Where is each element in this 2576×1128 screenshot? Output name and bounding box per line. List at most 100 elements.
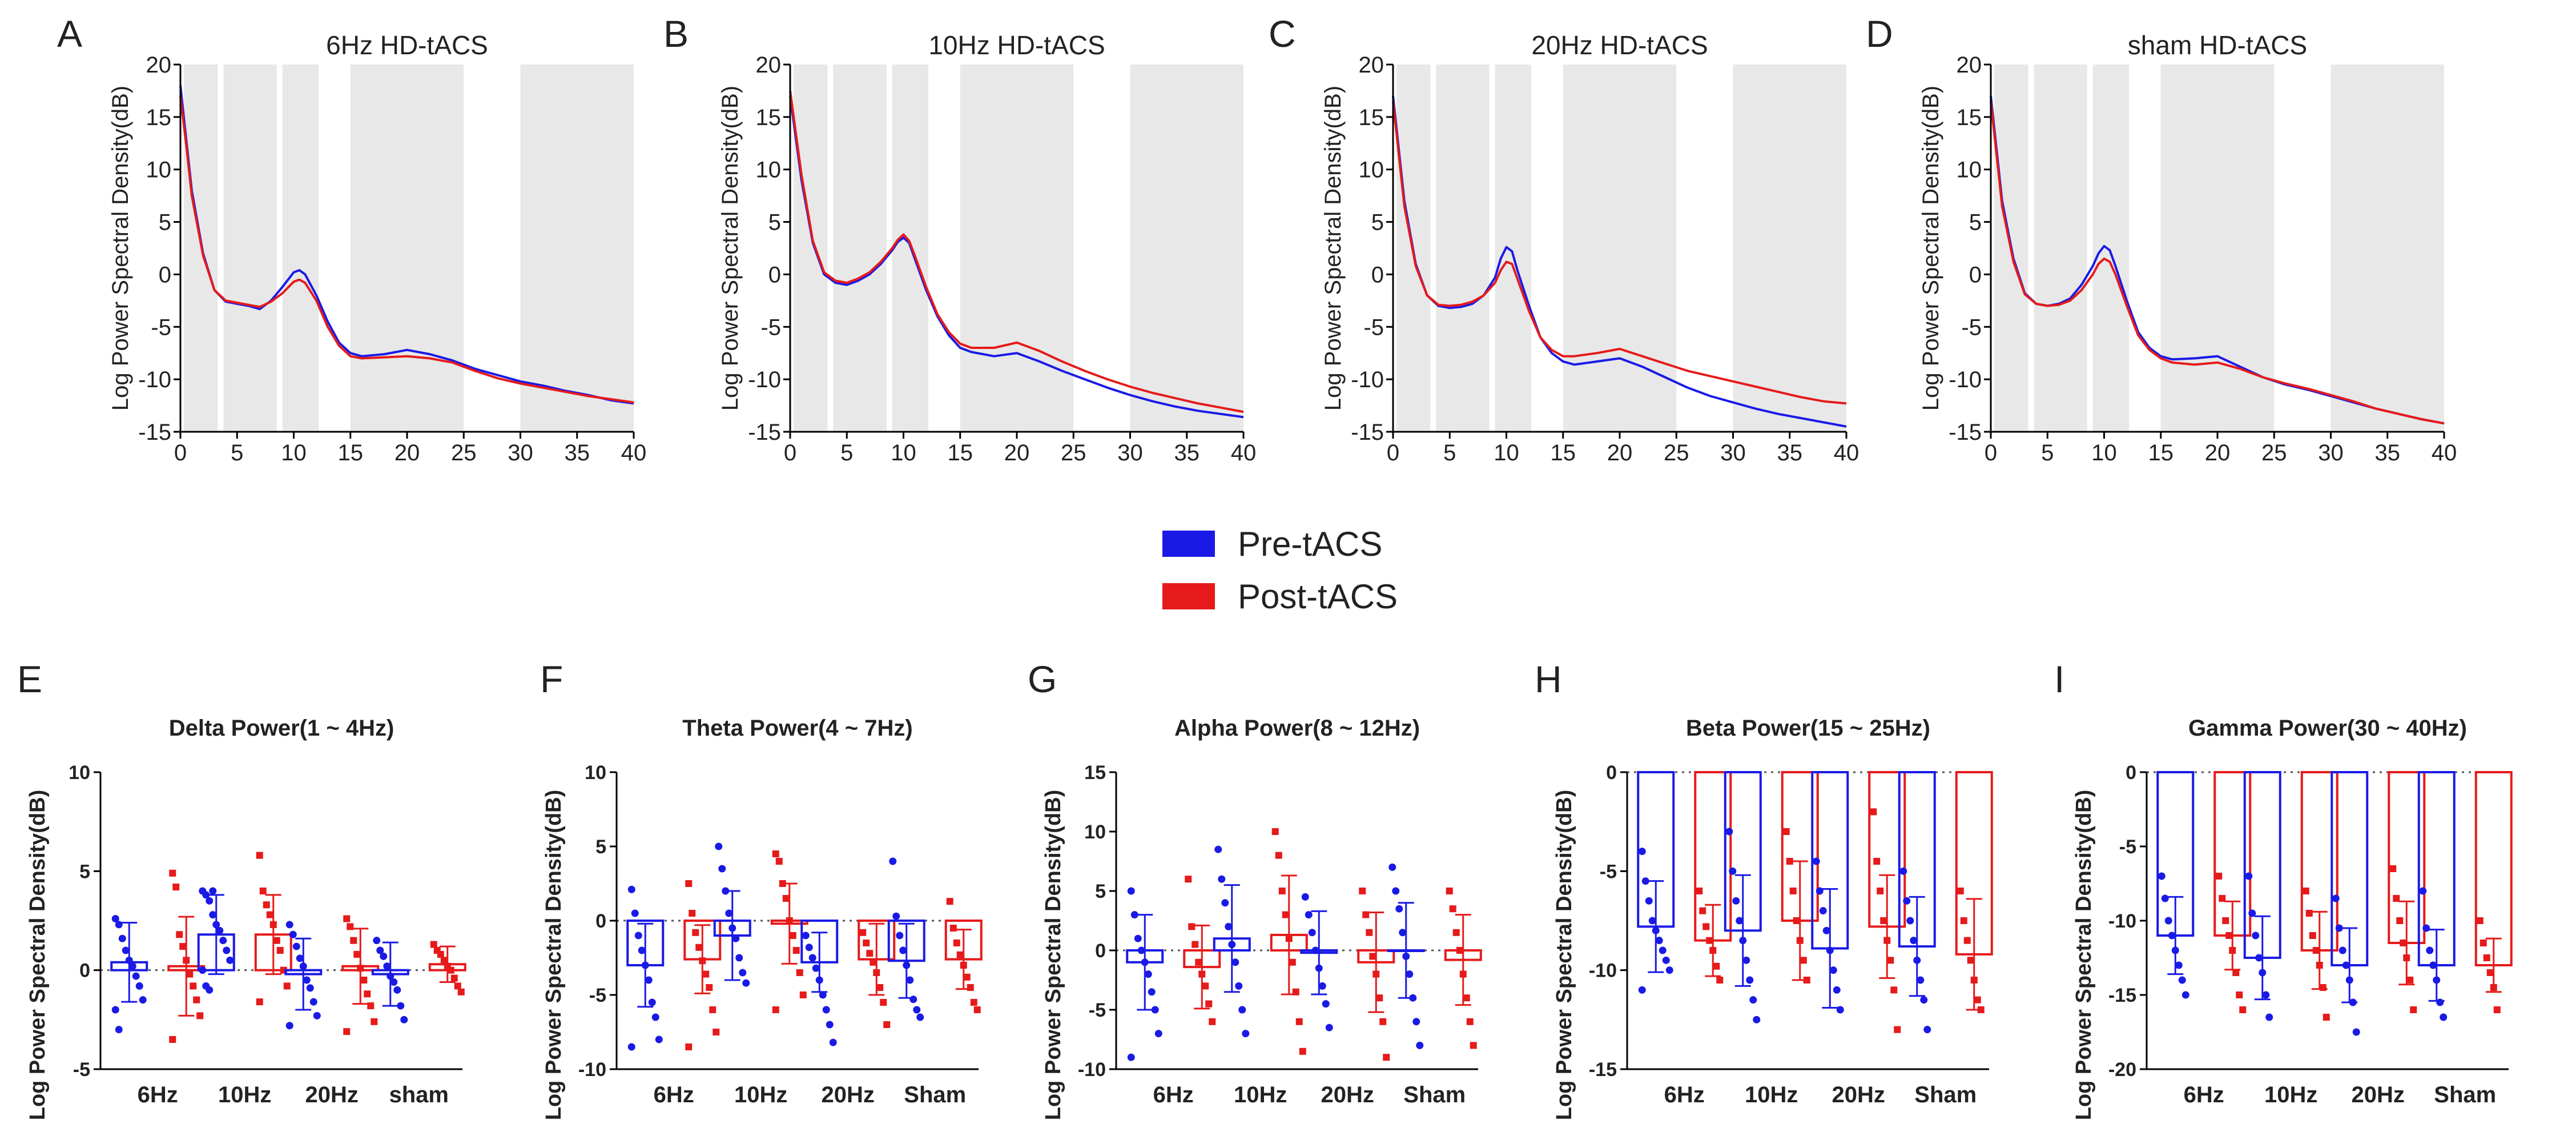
legend-swatch-pre	[1162, 531, 1215, 557]
y-tick-label: 5	[1095, 881, 1106, 902]
data-point-pre	[822, 1006, 830, 1014]
data-point-pre	[132, 972, 140, 980]
data-point-pre	[892, 912, 900, 920]
data-point-pre	[1235, 982, 1243, 990]
data-point-pre	[289, 930, 297, 938]
x-tick-label: 20Hz	[305, 1082, 359, 1107]
data-point-pre	[1228, 941, 1236, 949]
data-point-post	[437, 950, 444, 958]
data-point-post	[775, 858, 783, 865]
y-tick-label: 5	[79, 861, 90, 882]
data-point-pre	[1151, 1006, 1159, 1014]
data-point-post	[357, 965, 364, 972]
data-point-post	[772, 850, 779, 857]
data-point-post	[1463, 994, 1470, 1002]
data-point-pre	[128, 962, 136, 970]
data-point-post	[709, 1006, 717, 1013]
data-point-pre	[725, 909, 733, 917]
x-tick-label: 10Hz	[1234, 1082, 1287, 1107]
data-point-post	[440, 957, 448, 964]
data-point-pre	[627, 1043, 635, 1051]
data-point-pre	[909, 995, 917, 1003]
data-point-pre	[722, 887, 730, 895]
data-point-post	[1209, 1018, 1216, 1025]
data-point-pre	[1225, 922, 1233, 930]
data-point-post	[2312, 947, 2320, 954]
x-tick-label: sham	[389, 1082, 449, 1107]
y-tick-label: 10	[146, 158, 172, 183]
data-point-pre	[2171, 946, 2179, 954]
x-tick-label: Sham	[2434, 1082, 2496, 1107]
data-point-pre	[206, 897, 214, 905]
data-point-pre	[1742, 956, 1750, 964]
data-point-pre	[1325, 1023, 1333, 1031]
data-point-post	[1366, 929, 1373, 936]
data-point-pre	[1816, 887, 1824, 895]
data-point-pre	[2158, 872, 2166, 880]
data-point-pre	[1144, 970, 1152, 978]
x-tick-label: 5	[840, 440, 853, 465]
data-point-post	[343, 915, 351, 922]
shaded-band-0	[793, 65, 828, 432]
data-point-pre	[296, 954, 304, 962]
y-tick-label: -5	[760, 315, 781, 340]
y-axis-label: Log Power Spectral Density(dB)	[108, 86, 133, 411]
y-tick-label: 20	[756, 53, 782, 78]
data-point-pre	[115, 921, 123, 929]
data-point-pre	[2429, 961, 2437, 969]
data-point-pre	[1148, 988, 1156, 996]
x-tick-label: 6Hz	[1153, 1082, 1194, 1107]
data-point-pre	[2259, 969, 2267, 977]
data-point-post	[1706, 937, 1713, 944]
data-point-pre	[2262, 991, 2270, 999]
data-point-post	[276, 947, 284, 954]
data-point-post	[1880, 917, 1887, 924]
x-tick-label: 10Hz	[2264, 1082, 2317, 1107]
data-point-pre	[202, 891, 210, 899]
data-point-post	[1970, 977, 1978, 984]
data-point-post	[1369, 953, 1376, 960]
data-point-post	[1709, 947, 1717, 954]
y-tick-label: 0	[768, 262, 781, 287]
data-point-pre	[303, 976, 311, 984]
panel-title: Beta Power(15 ~ 25Hz)	[1686, 716, 1930, 741]
y-tick-label: 5	[1969, 210, 1982, 235]
data-point-pre	[1231, 958, 1239, 966]
panel-title: sham HD-tACS	[2128, 30, 2307, 60]
data-point-post	[1289, 958, 1296, 966]
y-tick-label: 0	[1371, 262, 1384, 287]
x-tick-label: 30	[1117, 440, 1143, 465]
data-point-pre	[115, 1026, 123, 1034]
data-point-pre	[718, 865, 726, 873]
x-tick-label: 15	[1551, 440, 1576, 465]
y-tick-label: 20	[1359, 53, 1384, 78]
data-point-pre	[1812, 857, 1820, 865]
data-point-post	[1877, 888, 1884, 894]
x-tick-label: 10Hz	[1745, 1082, 1798, 1107]
data-point-pre	[1819, 907, 1827, 915]
data-point-post	[1202, 982, 1209, 990]
data-point-pre	[285, 921, 293, 929]
x-tick-label: 40	[1834, 440, 1859, 465]
data-point-pre	[2349, 998, 2357, 1006]
data-point-pre	[735, 954, 743, 962]
y-axis-label: Log Power Spectral Density(dB)	[542, 790, 566, 1121]
y-tick-label: 0	[595, 910, 606, 932]
data-point-pre	[1638, 986, 1646, 994]
data-point-pre	[1749, 996, 1757, 1004]
data-point-post	[863, 940, 870, 946]
data-point-post	[1800, 957, 1807, 964]
data-point-post	[2219, 895, 2226, 902]
data-point-post	[196, 1012, 204, 1019]
legend-item-post: Post-tACS	[1162, 570, 1398, 623]
data-point-post	[2486, 969, 2494, 976]
legend-item-pre: Pre-tACS	[1162, 517, 1398, 570]
y-tick-label: 5	[595, 836, 606, 858]
x-tick-label: 10	[891, 440, 916, 465]
panel-e: 6Hz 10Hz 20Hz sham -5 0 5 10 Delta Power(1 ~ 4Hz…	[17, 658, 466, 1120]
data-point-post	[1873, 858, 1881, 865]
panel-letter: C	[1269, 13, 1296, 55]
data-point-pre	[732, 934, 740, 942]
data-point-post	[1793, 917, 1800, 924]
data-point-post	[960, 962, 967, 969]
